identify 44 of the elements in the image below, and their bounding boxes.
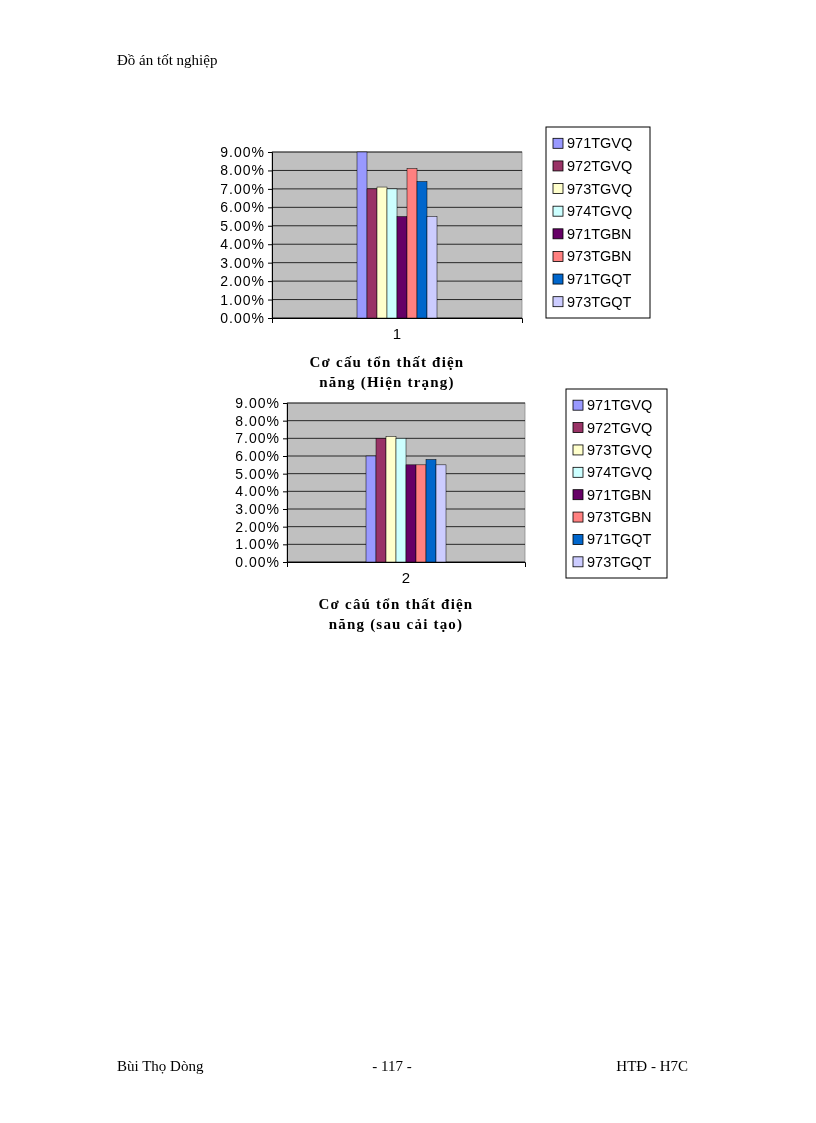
y-tick-label: 2.00% xyxy=(235,518,280,535)
y-tick-label: 6.00% xyxy=(235,447,280,464)
text: - 117 - xyxy=(372,1058,412,1074)
y-tick-label: 9.00% xyxy=(235,394,280,411)
legend-label: 974TGVQ xyxy=(567,203,633,220)
legend-label: 973TGQT xyxy=(587,553,652,570)
y-tick-label: 7.00% xyxy=(220,180,265,197)
legend-label: 973TGVQ xyxy=(567,180,633,197)
legend-label: 971TGBN xyxy=(567,225,632,242)
legend-label: 972TGVQ xyxy=(587,419,653,436)
y-tick-label: 5.00% xyxy=(220,217,265,234)
legend-label: 973TGVQ xyxy=(587,441,653,458)
legend-label: 971TGVQ xyxy=(587,397,653,414)
text: HTĐ - H7C xyxy=(616,1058,688,1074)
legend-label: 973TGQT xyxy=(567,293,632,310)
y-tick-label: 3.00% xyxy=(235,500,280,517)
legend-label: 971TGQT xyxy=(587,531,652,548)
y-tick-label: 6.00% xyxy=(220,199,265,216)
legend-label: 973TGBN xyxy=(567,248,632,265)
text: Cơ câú tổn thất điện năng (sau cải tạo) xyxy=(318,596,474,633)
x-tick-label: 1 xyxy=(392,324,402,342)
y-tick-label: 5.00% xyxy=(235,465,280,482)
legend-label: 972TGVQ xyxy=(567,157,633,174)
y-tick-label: 4.00% xyxy=(220,236,265,253)
y-tick-label: 3.00% xyxy=(220,254,265,271)
legend-label: 971TGBN xyxy=(587,486,652,503)
y-tick-label: 4.00% xyxy=(235,483,280,500)
y-tick-label: 8.00% xyxy=(220,162,265,179)
y-tick-label: 1.00% xyxy=(235,536,280,553)
text: Cơ cấu tổn thất điện năng (Hiện trạng) xyxy=(309,354,465,391)
text: Bùi Thọ Dòng xyxy=(117,1058,204,1074)
legend-label: 971TGVQ xyxy=(567,135,633,152)
y-tick-label: 2.00% xyxy=(220,273,265,290)
y-tick-label: 1.00% xyxy=(220,291,265,308)
y-tick-label: 9.00% xyxy=(220,143,265,160)
y-tick-label: 0.00% xyxy=(235,553,280,570)
y-tick-label: 8.00% xyxy=(235,412,280,429)
legend-label: 974TGVQ xyxy=(587,464,653,481)
legend-label: 971TGQT xyxy=(567,271,632,288)
y-tick-label: 7.00% xyxy=(235,430,280,447)
y-tick-label: 0.00% xyxy=(220,309,265,326)
legend-label: 973TGBN xyxy=(587,509,652,526)
text: Đồ án tốt nghiệp xyxy=(117,52,218,68)
x-tick-label: 2 xyxy=(401,568,411,586)
